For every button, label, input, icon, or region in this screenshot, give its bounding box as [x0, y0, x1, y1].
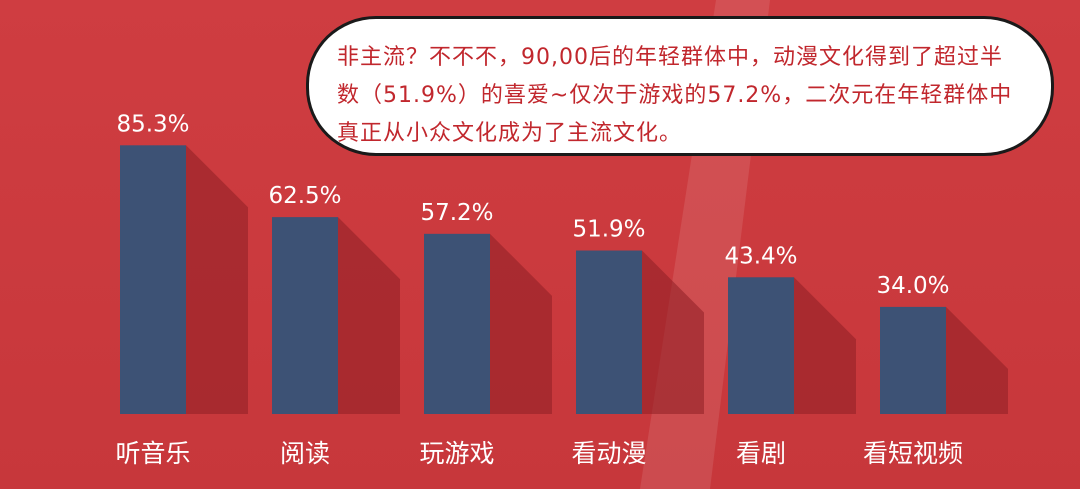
callout-bubble: 非主流？不不不，90,00后的年轻群体中，动漫文化得到了超过半数（51.9%）的… — [306, 16, 1054, 156]
bar-shadow — [794, 277, 856, 414]
bar-5 — [728, 277, 794, 414]
category-label: 玩游戏 — [419, 439, 494, 468]
bar-shadow — [338, 217, 400, 414]
category-label: 看短视频 — [863, 439, 963, 468]
value-label-layer: 85.3% 62.5% 57.2% 51.9% 43.4% 34.0% — [116, 111, 949, 299]
bar-shadow — [186, 145, 248, 414]
bar-1 — [120, 145, 186, 414]
value-label: 43.4% — [724, 243, 797, 269]
bar-shadow — [642, 250, 704, 414]
value-label: 57.2% — [420, 200, 493, 226]
shadow-layer — [186, 145, 1008, 414]
bar-layer — [120, 145, 946, 414]
value-label: 34.0% — [876, 273, 949, 299]
bar-3 — [424, 233, 490, 414]
category-label-layer: 听音乐 阅读 玩游戏 看动漫 看剧 看短视频 — [115, 439, 963, 468]
value-label: 62.5% — [268, 183, 341, 209]
category-label: 听音乐 — [115, 439, 190, 468]
bar-6 — [880, 306, 946, 414]
callout-text: 非主流？不不不，90,00后的年轻群体中，动漫文化得到了超过半数（51.9%）的… — [337, 45, 1013, 146]
category-label: 看剧 — [736, 439, 786, 468]
category-label: 看动漫 — [571, 439, 646, 468]
bar-2 — [272, 217, 338, 414]
value-label: 51.9% — [572, 217, 645, 243]
value-label: 85.3% — [116, 111, 189, 137]
bar-shadow — [490, 233, 552, 414]
category-label: 阅读 — [280, 439, 330, 468]
bar-shadow — [946, 306, 1008, 414]
bar-4 — [576, 250, 642, 414]
